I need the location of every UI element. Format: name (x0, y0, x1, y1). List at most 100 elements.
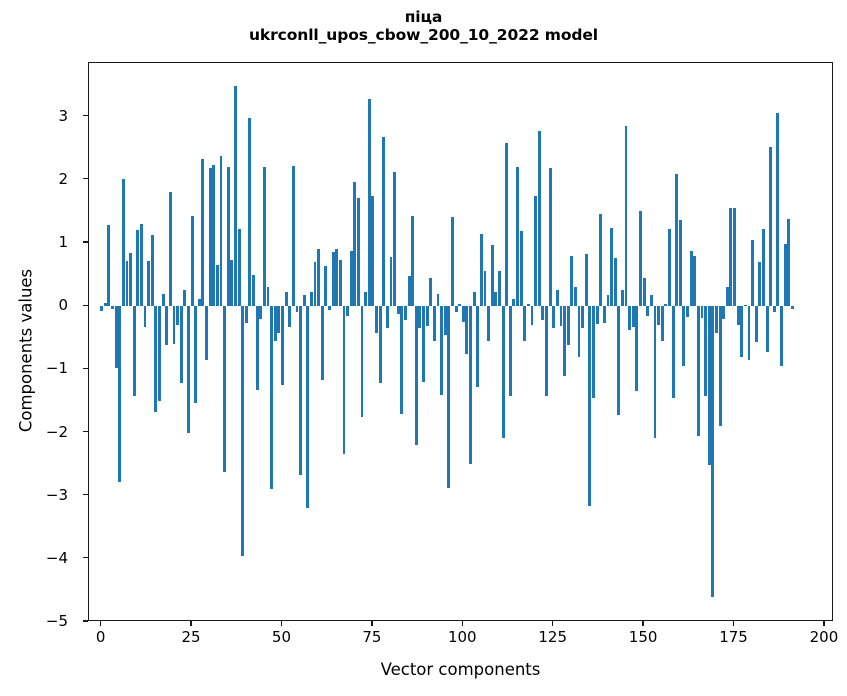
bar (306, 306, 310, 509)
bar (649, 294, 653, 307)
bar (552, 306, 556, 329)
bar (237, 229, 241, 307)
bar (769, 147, 773, 307)
y-axis-label: Components values (16, 268, 36, 433)
bar (244, 306, 248, 323)
bar (566, 306, 570, 346)
bar (154, 306, 158, 413)
bar (588, 306, 592, 506)
bar (103, 303, 107, 307)
bar (407, 275, 411, 307)
bar (461, 306, 465, 322)
bar (664, 303, 668, 307)
bar (129, 253, 133, 307)
bar (479, 233, 483, 307)
x-tick-mark (642, 621, 644, 626)
bar (780, 306, 783, 367)
bar (414, 306, 418, 446)
bar (132, 306, 136, 396)
bar (660, 306, 664, 341)
bar (469, 306, 472, 465)
x-tick-mark (100, 621, 102, 626)
bar (693, 255, 697, 307)
bar (483, 271, 487, 307)
bar (360, 306, 364, 418)
bar (639, 211, 642, 307)
bar (696, 306, 700, 436)
bar (443, 306, 447, 335)
bar (400, 306, 404, 415)
bar (610, 227, 614, 307)
bar (385, 306, 389, 329)
bar (577, 306, 581, 357)
bar (729, 207, 733, 307)
x-tick-label: 25 (181, 628, 201, 646)
bar (179, 306, 183, 383)
bar (396, 306, 400, 314)
bar (418, 306, 422, 329)
bar (183, 290, 187, 307)
bar (751, 239, 755, 307)
bar (139, 224, 143, 307)
y-tick-label: −5 (45, 612, 68, 630)
bar (584, 253, 588, 307)
bar (281, 306, 284, 386)
bar (559, 306, 563, 327)
bar (682, 306, 686, 367)
bar (403, 306, 407, 321)
bar (711, 306, 715, 597)
bar (111, 306, 114, 309)
bar (718, 306, 722, 427)
bar (671, 306, 675, 398)
bar (501, 306, 505, 438)
chart-title-line-2: ukrconll_upos_cbow_200_10_2022 model (248, 26, 599, 45)
bar (432, 306, 436, 341)
y-tick-mark (83, 620, 88, 622)
bar (523, 306, 527, 341)
bar (429, 277, 433, 307)
x-tick-label: 125 (538, 628, 568, 646)
bar (592, 306, 595, 398)
bar (537, 130, 541, 307)
x-tick-label: 200 (809, 628, 839, 646)
bar (487, 306, 491, 341)
bar (454, 306, 458, 313)
bar (121, 178, 125, 307)
bar (161, 293, 165, 307)
bar (715, 306, 718, 333)
x-tick-label: 175 (719, 628, 748, 646)
bar (541, 306, 545, 321)
bar (165, 306, 169, 346)
bar (291, 165, 295, 307)
bar (570, 255, 574, 307)
bar (364, 292, 368, 307)
bar (762, 229, 765, 307)
bar (371, 195, 375, 307)
bar (743, 304, 747, 307)
x-tick-mark (823, 621, 825, 626)
bar (136, 229, 140, 307)
bar (317, 249, 321, 307)
bar (259, 306, 263, 319)
bar (765, 306, 769, 352)
x-tick-mark (280, 621, 283, 626)
bar (425, 306, 429, 327)
bar (675, 173, 679, 307)
bar (606, 294, 610, 307)
bar (335, 249, 339, 307)
bar (230, 260, 234, 307)
bar (613, 258, 617, 307)
bar (736, 306, 740, 326)
bar (707, 306, 711, 466)
bar (313, 261, 317, 307)
bar (212, 164, 216, 307)
bar (168, 191, 172, 307)
bar (635, 306, 639, 392)
bar (790, 306, 794, 310)
y-tick-mark (83, 178, 88, 180)
bar (545, 306, 548, 397)
bar (328, 306, 331, 310)
bar (686, 306, 689, 317)
bar (375, 306, 378, 333)
bar (346, 306, 350, 316)
